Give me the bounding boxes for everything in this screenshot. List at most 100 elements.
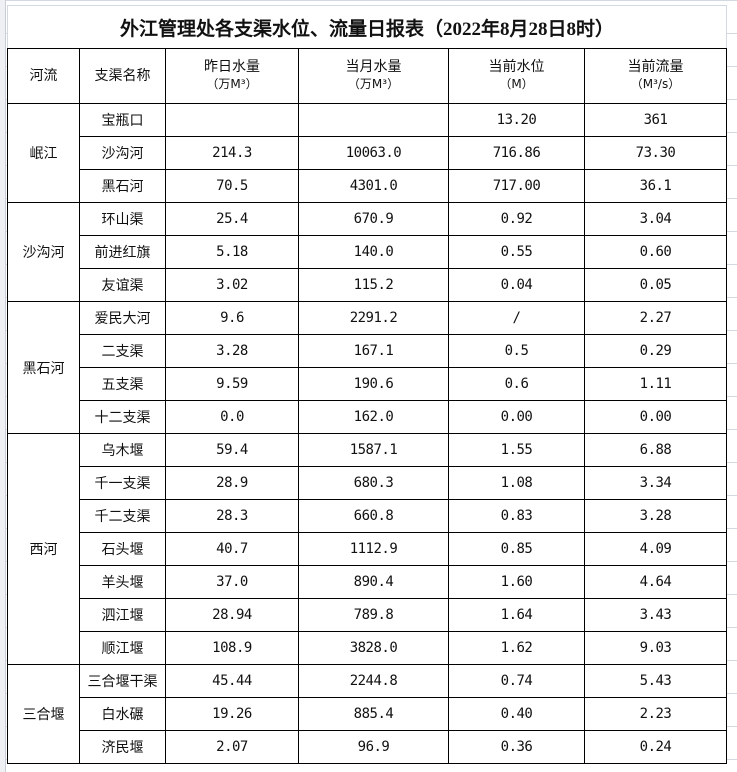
level-cell[interactable]: 0.36 xyxy=(448,730,585,764)
month-cell[interactable]: 190.6 xyxy=(298,367,449,401)
month-cell[interactable]: 10063.0 xyxy=(298,136,449,170)
yesterday-cell[interactable]: 5.18 xyxy=(165,235,299,269)
yesterday-cell[interactable]: 3.02 xyxy=(165,268,299,302)
river-cell[interactable]: 三合堰 xyxy=(7,664,80,764)
branch-cell[interactable]: 三合堰干渠 xyxy=(79,664,166,698)
month-cell[interactable]: 680.3 xyxy=(298,466,449,500)
flow-cell[interactable]: 6.88 xyxy=(584,433,727,467)
river-cell[interactable]: 沙沟河 xyxy=(7,202,80,302)
yesterday-cell[interactable]: 3.28 xyxy=(165,334,299,368)
yesterday-cell[interactable]: 0.0 xyxy=(165,400,299,434)
level-cell[interactable]: 1.62 xyxy=(448,631,585,665)
month-cell[interactable]: 1112.9 xyxy=(298,532,449,566)
level-cell[interactable]: 0.40 xyxy=(448,697,585,731)
branch-cell[interactable]: 羊头堰 xyxy=(79,565,166,599)
branch-cell[interactable]: 千一支渠 xyxy=(79,466,166,500)
flow-cell[interactable]: 3.43 xyxy=(584,598,727,632)
branch-cell[interactable]: 顺江堰 xyxy=(79,631,166,665)
level-cell[interactable]: 1.60 xyxy=(448,565,585,599)
branch-cell[interactable]: 五支渠 xyxy=(79,367,166,401)
yesterday-cell[interactable]: 9.6 xyxy=(165,301,299,335)
river-cell[interactable]: 黑石河 xyxy=(7,301,80,434)
flow-cell[interactable]: 0.00 xyxy=(584,400,727,434)
header-branch[interactable]: 支渠名称 xyxy=(79,48,166,104)
month-cell[interactable]: 660.8 xyxy=(298,499,449,533)
header-month[interactable]: 当月水量 （万M³） xyxy=(298,48,449,104)
yesterday-cell[interactable]: 59.4 xyxy=(165,433,299,467)
flow-cell[interactable]: 4.64 xyxy=(584,565,727,599)
level-cell[interactable]: 1.08 xyxy=(448,466,585,500)
level-cell[interactable]: 0.00 xyxy=(448,400,585,434)
month-cell[interactable]: 3828.0 xyxy=(298,631,449,665)
yesterday-cell[interactable]: 45.44 xyxy=(165,664,299,698)
branch-cell[interactable]: 泗江堰 xyxy=(79,598,166,632)
yesterday-cell[interactable]: 108.9 xyxy=(165,631,299,665)
month-cell[interactable]: 140.0 xyxy=(298,235,449,269)
branch-cell[interactable]: 沙沟河 xyxy=(79,136,166,170)
branch-cell[interactable]: 宝瓶口 xyxy=(79,103,166,137)
header-flow[interactable]: 当前流量 （M³/s） xyxy=(584,48,727,104)
level-cell[interactable]: / xyxy=(448,301,585,335)
month-cell[interactable]: 670.9 xyxy=(298,202,449,236)
flow-cell[interactable]: 4.09 xyxy=(584,532,727,566)
yesterday-cell[interactable]: 70.5 xyxy=(165,169,299,203)
month-cell[interactable]: 167.1 xyxy=(298,334,449,368)
yesterday-cell[interactable]: 214.3 xyxy=(165,136,299,170)
report-title[interactable]: 外江管理处各支渠水位、流量日报表（2022年8月28日8时） xyxy=(7,5,727,49)
flow-cell[interactable]: 0.24 xyxy=(584,730,727,764)
flow-cell[interactable]: 73.30 xyxy=(584,136,727,170)
level-cell[interactable]: 0.04 xyxy=(448,268,585,302)
flow-cell[interactable]: 0.05 xyxy=(584,268,727,302)
yesterday-cell[interactable]: 40.7 xyxy=(165,532,299,566)
flow-cell[interactable]: 36.1 xyxy=(584,169,727,203)
yesterday-cell[interactable]: 9.59 xyxy=(165,367,299,401)
month-cell[interactable]: 162.0 xyxy=(298,400,449,434)
branch-cell[interactable]: 乌木堰 xyxy=(79,433,166,467)
month-cell[interactable]: 1587.1 xyxy=(298,433,449,467)
river-cell[interactable]: 西河 xyxy=(7,433,80,665)
header-level[interactable]: 当前水位 （M） xyxy=(448,48,585,104)
level-cell[interactable]: 1.55 xyxy=(448,433,585,467)
yesterday-cell[interactable]: 37.0 xyxy=(165,565,299,599)
branch-cell[interactable]: 二支渠 xyxy=(79,334,166,368)
branch-cell[interactable]: 石头堰 xyxy=(79,532,166,566)
yesterday-cell[interactable]: 2.07 xyxy=(165,730,299,764)
month-cell[interactable]: 2291.2 xyxy=(298,301,449,335)
month-cell[interactable]: 115.2 xyxy=(298,268,449,302)
branch-cell[interactable]: 济民堰 xyxy=(79,730,166,764)
month-cell[interactable]: 2244.8 xyxy=(298,664,449,698)
branch-cell[interactable]: 黑石河 xyxy=(79,169,166,203)
month-cell[interactable]: 4301.0 xyxy=(298,169,449,203)
level-cell[interactable]: 0.6 xyxy=(448,367,585,401)
level-cell[interactable]: 1.64 xyxy=(448,598,585,632)
level-cell[interactable]: 717.00 xyxy=(448,169,585,203)
flow-cell[interactable]: 3.34 xyxy=(584,466,727,500)
level-cell[interactable]: 0.92 xyxy=(448,202,585,236)
level-cell[interactable]: 0.5 xyxy=(448,334,585,368)
yesterday-cell[interactable]: 19.26 xyxy=(165,697,299,731)
level-cell[interactable]: 13.20 xyxy=(448,103,585,137)
flow-cell[interactable]: 3.28 xyxy=(584,499,727,533)
yesterday-cell[interactable]: 28.3 xyxy=(165,499,299,533)
branch-cell[interactable]: 十二支渠 xyxy=(79,400,166,434)
flow-cell[interactable]: 1.11 xyxy=(584,367,727,401)
month-cell[interactable]: 789.8 xyxy=(298,598,449,632)
level-cell[interactable]: 0.85 xyxy=(448,532,585,566)
flow-cell[interactable]: 2.23 xyxy=(584,697,727,731)
branch-cell[interactable]: 环山渠 xyxy=(79,202,166,236)
header-river[interactable]: 河流 xyxy=(7,48,80,104)
level-cell[interactable]: 0.83 xyxy=(448,499,585,533)
level-cell[interactable]: 0.74 xyxy=(448,664,585,698)
flow-cell[interactable]: 3.04 xyxy=(584,202,727,236)
flow-cell[interactable]: 2.27 xyxy=(584,301,727,335)
month-cell[interactable]: 885.4 xyxy=(298,697,449,731)
flow-cell[interactable]: 361 xyxy=(584,103,727,137)
branch-cell[interactable]: 前进红旗 xyxy=(79,235,166,269)
month-cell[interactable]: 890.4 xyxy=(298,565,449,599)
yesterday-cell[interactable]: 28.9 xyxy=(165,466,299,500)
branch-cell[interactable]: 友谊渠 xyxy=(79,268,166,302)
yesterday-cell[interactable]: 28.94 xyxy=(165,598,299,632)
flow-cell[interactable]: 0.60 xyxy=(584,235,727,269)
level-cell[interactable]: 716.86 xyxy=(448,136,585,170)
yesterday-cell[interactable] xyxy=(165,103,299,137)
